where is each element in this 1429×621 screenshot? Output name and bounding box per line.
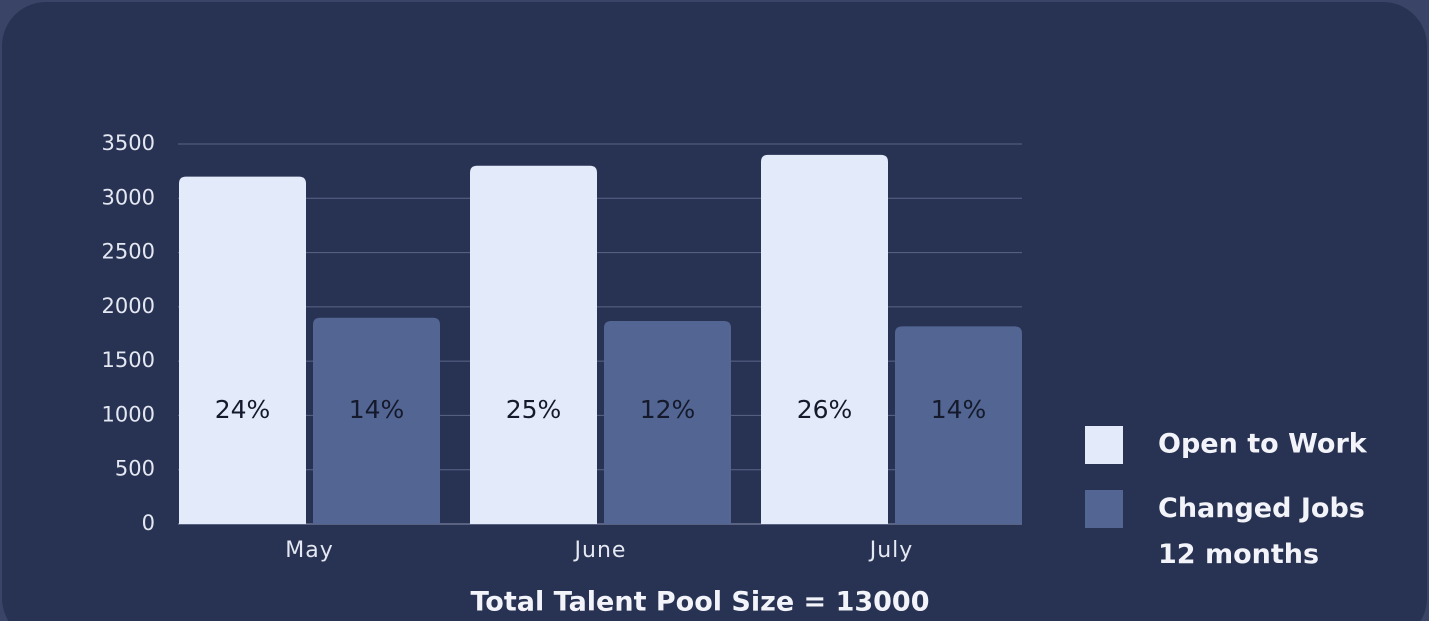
x-tick-label: May [285, 538, 333, 563]
legend-swatch [1085, 426, 1123, 464]
bar-annotation: 12% [640, 395, 696, 424]
legend-label: Open to Work [1158, 429, 1368, 460]
y-tick-label: 3500 [102, 131, 155, 155]
bar-annotation: 24% [215, 395, 271, 424]
y-tick-label: 2000 [102, 294, 155, 318]
y-tick-label: 2500 [102, 240, 155, 264]
x-axis-label: Total Talent Pool Size = 13000 [470, 587, 929, 618]
y-tick-label: 500 [115, 457, 155, 481]
y-tick-label: 1000 [102, 402, 155, 426]
y-tick-label: 3000 [102, 185, 155, 209]
legend-label: Changed Jobs 12 months [1158, 493, 1365, 570]
bar [604, 320, 731, 524]
y-tick-label: 1500 [102, 348, 155, 372]
x-tick-label: June [573, 538, 627, 563]
legend-swatch [1085, 490, 1123, 528]
bar-annotation: 25% [506, 395, 562, 424]
bar [761, 154, 888, 524]
bar [470, 165, 597, 524]
bar-annotation: 26% [797, 395, 853, 424]
x-tick-label: July [868, 538, 914, 563]
bar-annotation: 14% [349, 395, 405, 424]
bar [895, 326, 1022, 524]
bar [179, 176, 306, 525]
bar [313, 317, 440, 524]
y-tick-label: 0 [142, 511, 155, 535]
bar-annotation: 14% [931, 395, 987, 424]
